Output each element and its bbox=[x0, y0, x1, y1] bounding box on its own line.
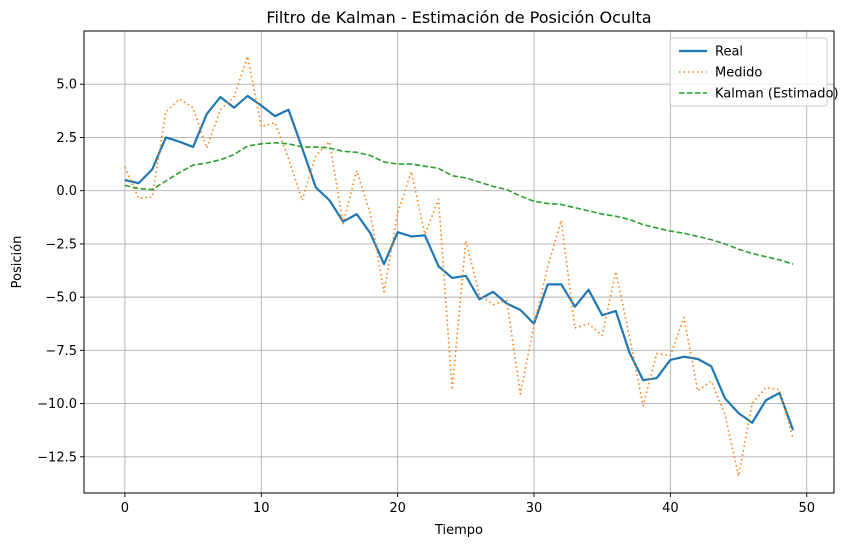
ticks: 0 10 20 30 40 50 5.0 2.5 0.0 −2.5 −5.0 −7.5 −10.0 −12… bbox=[37, 78, 815, 516]
x-tick-label: 40 bbox=[662, 501, 679, 516]
y-tick-label: −12.5 bbox=[37, 450, 77, 465]
y-tick-label: −5.0 bbox=[45, 291, 77, 306]
y-tick-label: −10.0 bbox=[37, 397, 77, 412]
legend-box bbox=[669, 37, 828, 107]
grid bbox=[84, 31, 834, 493]
y-axis-label: Posición bbox=[10, 236, 25, 289]
legend-label: Real bbox=[715, 45, 743, 60]
series-line-kalman-estimado bbox=[124, 141, 794, 265]
legend-label: Medido bbox=[715, 66, 762, 81]
x-tick-label: 30 bbox=[526, 501, 543, 516]
x-tick-label: 20 bbox=[389, 501, 406, 516]
y-tick-label: −7.5 bbox=[45, 344, 77, 359]
legend-label: Kalman (Estimado) bbox=[715, 87, 839, 102]
chart-title: Filtro de Kalman - Estimación de Posició… bbox=[266, 8, 651, 27]
series-group bbox=[124, 55, 795, 477]
y-tick-label: −2.5 bbox=[45, 237, 77, 252]
series-line-medido bbox=[124, 55, 794, 477]
plot-frame bbox=[83, 30, 835, 494]
x-tick-label: 0 bbox=[121, 501, 129, 516]
x-tick-label: 50 bbox=[798, 501, 815, 516]
x-tick-label: 10 bbox=[253, 501, 270, 516]
x-axis-label: Tiempo bbox=[434, 523, 483, 538]
y-tick-label: 5.0 bbox=[56, 78, 77, 93]
series-line-real bbox=[124, 94, 795, 431]
y-tick-label: 2.5 bbox=[56, 131, 77, 146]
legend: Real Medido Kalman (Estimado) bbox=[669, 37, 839, 107]
y-tick-label: 0.0 bbox=[56, 184, 77, 199]
